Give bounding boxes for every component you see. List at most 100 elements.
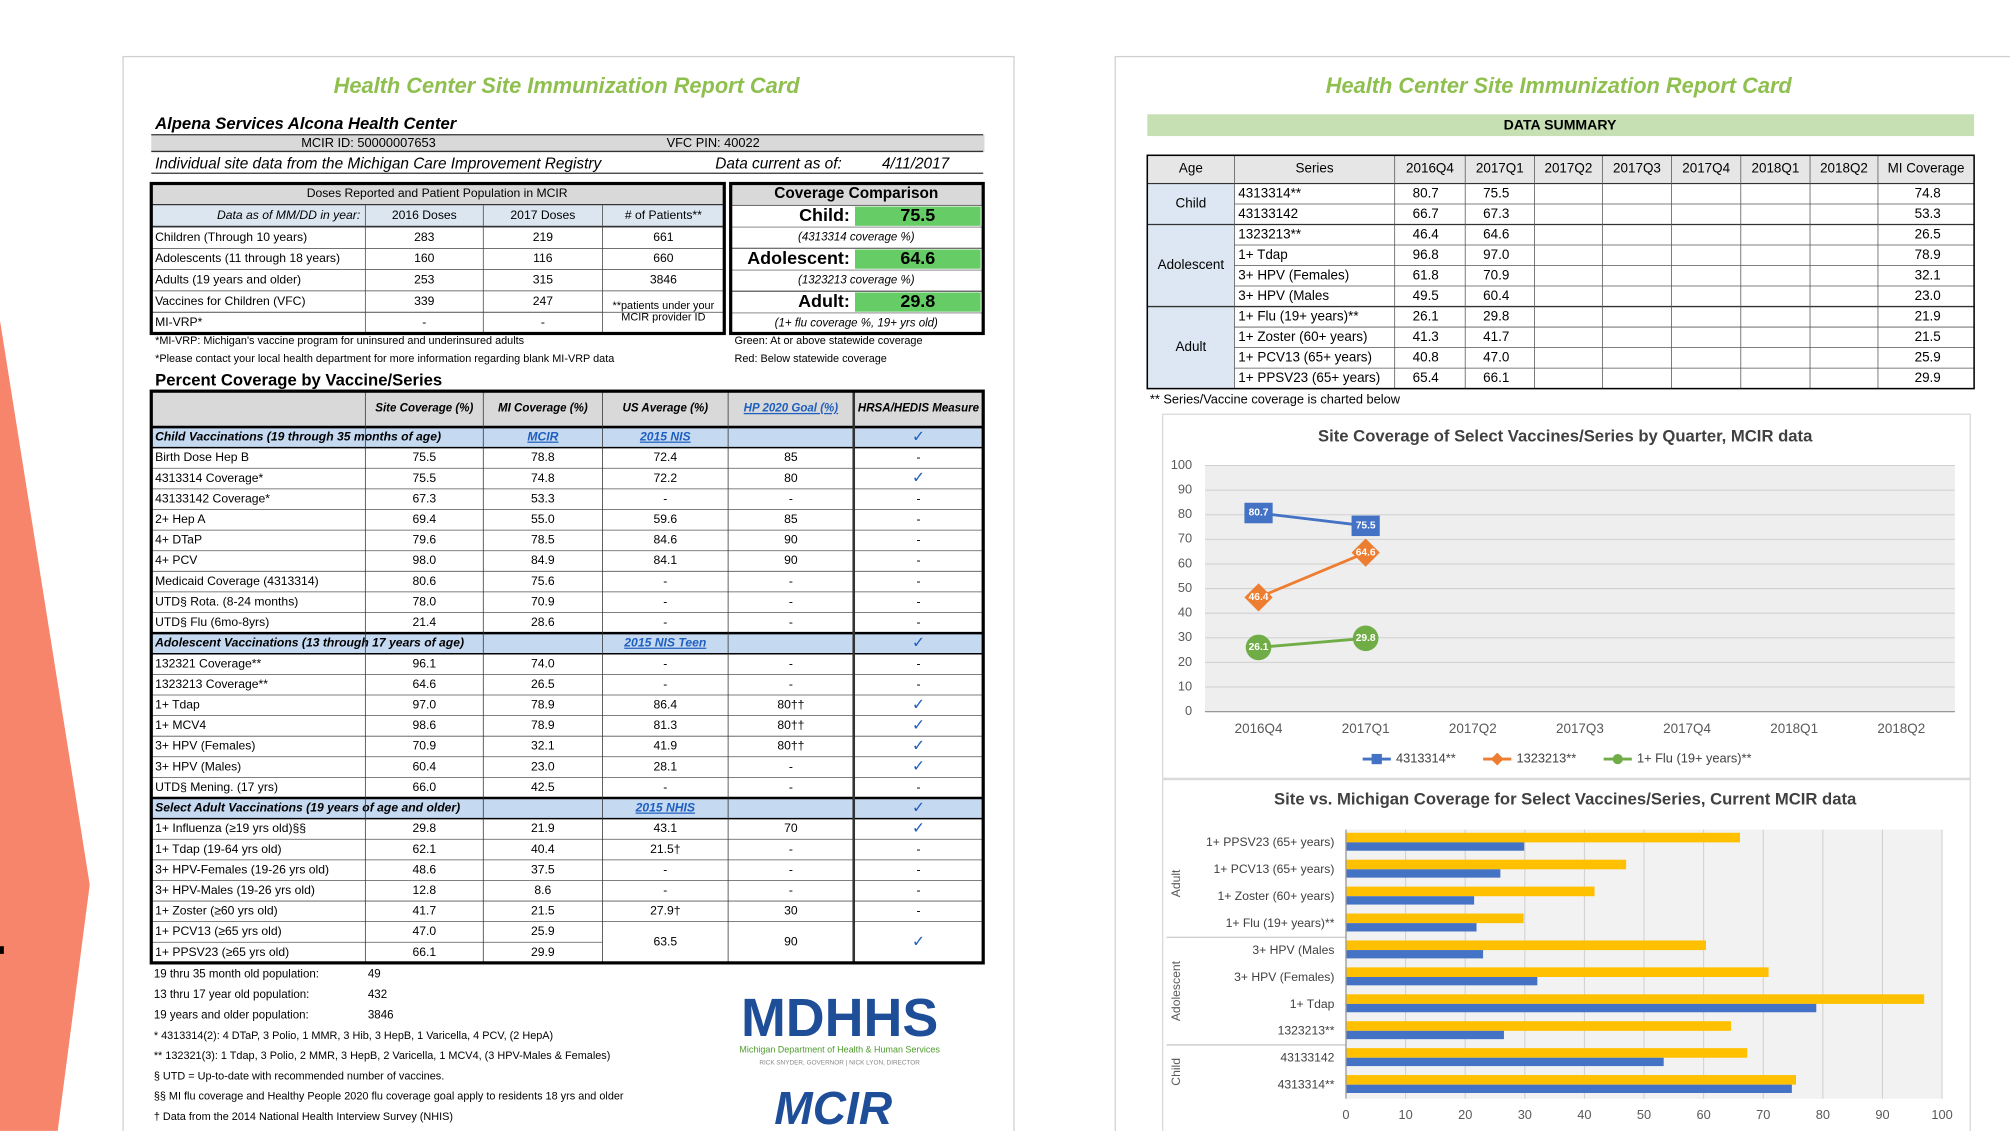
text: 1+ Tdap — [1238, 247, 1287, 262]
text: 247 — [533, 294, 554, 308]
y-tick-label: 20 — [1178, 654, 1192, 669]
y-tick-label: 1+ Tdap — [1290, 997, 1335, 1011]
text: 1323213** — [1238, 226, 1302, 241]
text: 70.9 — [412, 739, 436, 753]
text: 26.5 — [1915, 226, 1941, 241]
bar — [1345, 940, 1707, 951]
text: - — [789, 615, 793, 629]
coverage-highlight — [855, 292, 981, 312]
marker — [1244, 583, 1273, 612]
text: 40.4 — [531, 842, 555, 856]
text: 21.9 — [531, 821, 555, 835]
text: - — [663, 656, 667, 670]
text: Child Vaccinations (19 through 35 months… — [155, 430, 441, 444]
marker — [1244, 502, 1273, 524]
bar — [1345, 859, 1627, 870]
text: - — [789, 677, 793, 691]
text: # of Patients** — [625, 208, 702, 222]
text: 78.0 — [412, 594, 436, 608]
text: - — [789, 656, 793, 670]
text: - — [916, 553, 920, 567]
text: Coverage Comparison — [774, 185, 938, 202]
text: 69.4 — [412, 512, 436, 526]
text: ** 132321(3): 1 Tdap, 3 Polio, 2 MMR, 3 … — [154, 1050, 611, 1062]
text: 3+ HPV (Males — [1238, 288, 1329, 303]
bar — [1345, 923, 1477, 932]
text: 78.9 — [531, 697, 555, 711]
text: 67.3 — [1483, 206, 1509, 221]
text: 1+ Influenza (≥19 yrs old)§§ — [155, 821, 306, 835]
text: 75.5 — [900, 205, 935, 225]
text: - — [663, 883, 667, 897]
y-tick-label: 10 — [1178, 678, 1192, 693]
marker — [1351, 515, 1380, 537]
text: - — [916, 615, 920, 629]
text: 2016 Doses — [392, 208, 457, 222]
text: † Data from the 2014 National Health Int… — [154, 1111, 453, 1123]
text: 80†† — [777, 718, 804, 732]
text: 53.3 — [1915, 206, 1941, 221]
text: 78.5 — [531, 533, 555, 547]
bar — [1345, 1030, 1504, 1040]
text: 19 thru 35 month old population: — [154, 968, 319, 980]
y-tick-label: 60 — [1178, 555, 1192, 570]
text: Adolescent Vaccinations (13 through 17 y… — [154, 636, 464, 650]
bar — [1345, 967, 1769, 977]
text: 96.1 — [412, 656, 436, 670]
text: § UTD = Up-to-date with recommended numb… — [154, 1070, 444, 1082]
x-tick-label: 40 — [1577, 1107, 1591, 1122]
y-tick-label: 43133142 — [1280, 1051, 1334, 1065]
text: 78.9 — [1915, 247, 1941, 262]
text-box: Site Coverage (%) — [375, 402, 473, 414]
text: 43.1 — [653, 821, 677, 835]
text-box: HP 2020 Goal (%) — [744, 402, 838, 414]
text: 19 years and older population: — [154, 1009, 309, 1021]
text: 1+ PPSV23 (≥65 yrs old) — [155, 945, 289, 959]
data-label: 80.7 — [1249, 508, 1269, 519]
text: - — [916, 574, 920, 588]
text: 85 — [784, 450, 798, 464]
text: 661 — [653, 230, 674, 244]
text: 66.0 — [412, 780, 436, 794]
left-page — [122, 55, 1015, 1131]
text: 4/11/2017 — [882, 155, 951, 172]
text: - — [789, 842, 793, 856]
text: 21.4 — [412, 615, 436, 629]
text: 21.5† — [650, 842, 680, 856]
text: 27.9† — [650, 904, 680, 918]
text: 70.9 — [1483, 267, 1509, 282]
text: Select Adult Vaccinations (19 years of a… — [155, 801, 460, 815]
page-title: Health Center Site Immunization Report C… — [334, 73, 801, 98]
text: Vaccines for Children (VFC) — [155, 294, 305, 308]
bar — [1345, 1075, 1797, 1085]
x-tick-label: 2017Q4 — [1663, 721, 1711, 736]
text: 37.5 — [531, 862, 555, 876]
text: 47.0 — [1483, 349, 1509, 364]
text: UTD§ Mening. (17 yrs) — [155, 780, 278, 794]
text: 26.5 — [531, 677, 555, 691]
text: 2017 Doses — [510, 208, 575, 222]
text: Series — [1296, 160, 1334, 175]
check: ✓ — [912, 933, 925, 950]
table-border — [1146, 154, 1975, 390]
text: 21.5 — [1915, 329, 1941, 344]
text: UTD§ Flu (6mo-8yrs) — [155, 615, 269, 629]
text: Data as of MM/DD in year: — [217, 208, 360, 222]
y-tick-label: 50 — [1178, 580, 1192, 595]
text: 60.4 — [1483, 288, 1510, 303]
text: 84.1 — [653, 553, 677, 567]
text: 2016Q4 — [1406, 160, 1454, 175]
text: 432 — [368, 989, 387, 1001]
text: §§ MI flu coverage and Healthy People 20… — [154, 1091, 624, 1103]
text: Doses Reported and Patient Population in… — [307, 186, 568, 200]
text: - — [916, 594, 920, 608]
text: 75.5 — [412, 471, 436, 485]
text: 2015 NIS — [639, 430, 691, 444]
bar — [1345, 832, 1740, 843]
check: ✓ — [912, 820, 925, 837]
x-tick-label: 0 — [1342, 1107, 1349, 1122]
x-tick-label: 60 — [1697, 1107, 1711, 1122]
text: UTD§ Rota. (8-24 months) — [155, 594, 298, 608]
text: - — [789, 594, 793, 608]
text: - — [916, 656, 920, 670]
